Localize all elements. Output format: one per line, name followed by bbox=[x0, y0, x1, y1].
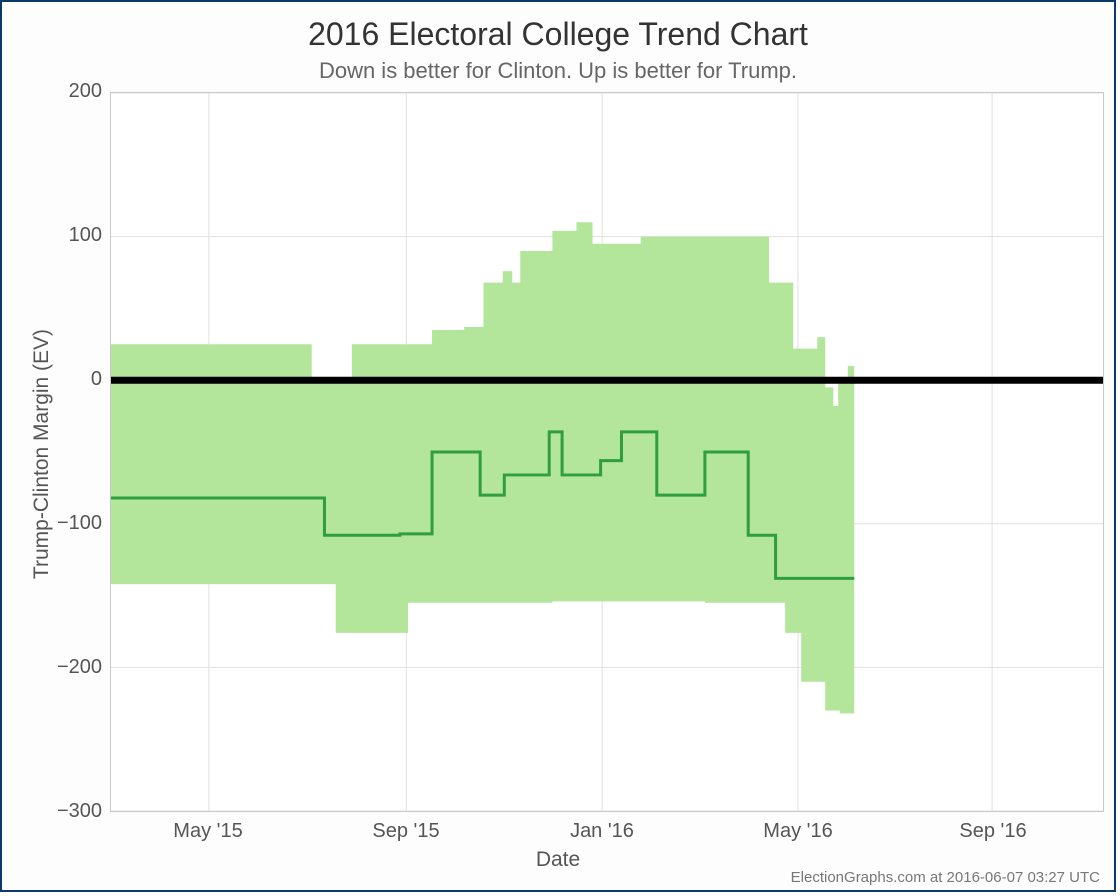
y-tick-label: 100 bbox=[42, 224, 102, 247]
x-tick-label: Jan '16 bbox=[570, 820, 634, 843]
x-tick-label: Sep '16 bbox=[959, 820, 1026, 843]
y-tick-label: −300 bbox=[42, 800, 102, 823]
confidence-band bbox=[111, 222, 854, 722]
y-axis-label: Trump-Clinton Margin (EV) bbox=[30, 324, 54, 584]
chart-frame: 2016 Electoral College Trend Chart Down … bbox=[0, 0, 1116, 892]
chart-credit: ElectionGraphs.com at 2016-06-07 03:27 U… bbox=[791, 869, 1100, 886]
x-tick-label: Sep '15 bbox=[372, 820, 439, 843]
y-tick-label: −200 bbox=[42, 656, 102, 679]
chart-title: 2016 Electoral College Trend Chart bbox=[2, 16, 1114, 53]
y-tick-label: −100 bbox=[42, 512, 102, 535]
plot-area bbox=[110, 92, 1104, 812]
x-tick-label: May '16 bbox=[763, 820, 832, 843]
x-tick-label: May '15 bbox=[173, 820, 242, 843]
chart-subtitle: Down is better for Clinton. Up is better… bbox=[2, 58, 1114, 84]
y-tick-label: 0 bbox=[42, 368, 102, 391]
y-tick-label: 200 bbox=[42, 80, 102, 103]
